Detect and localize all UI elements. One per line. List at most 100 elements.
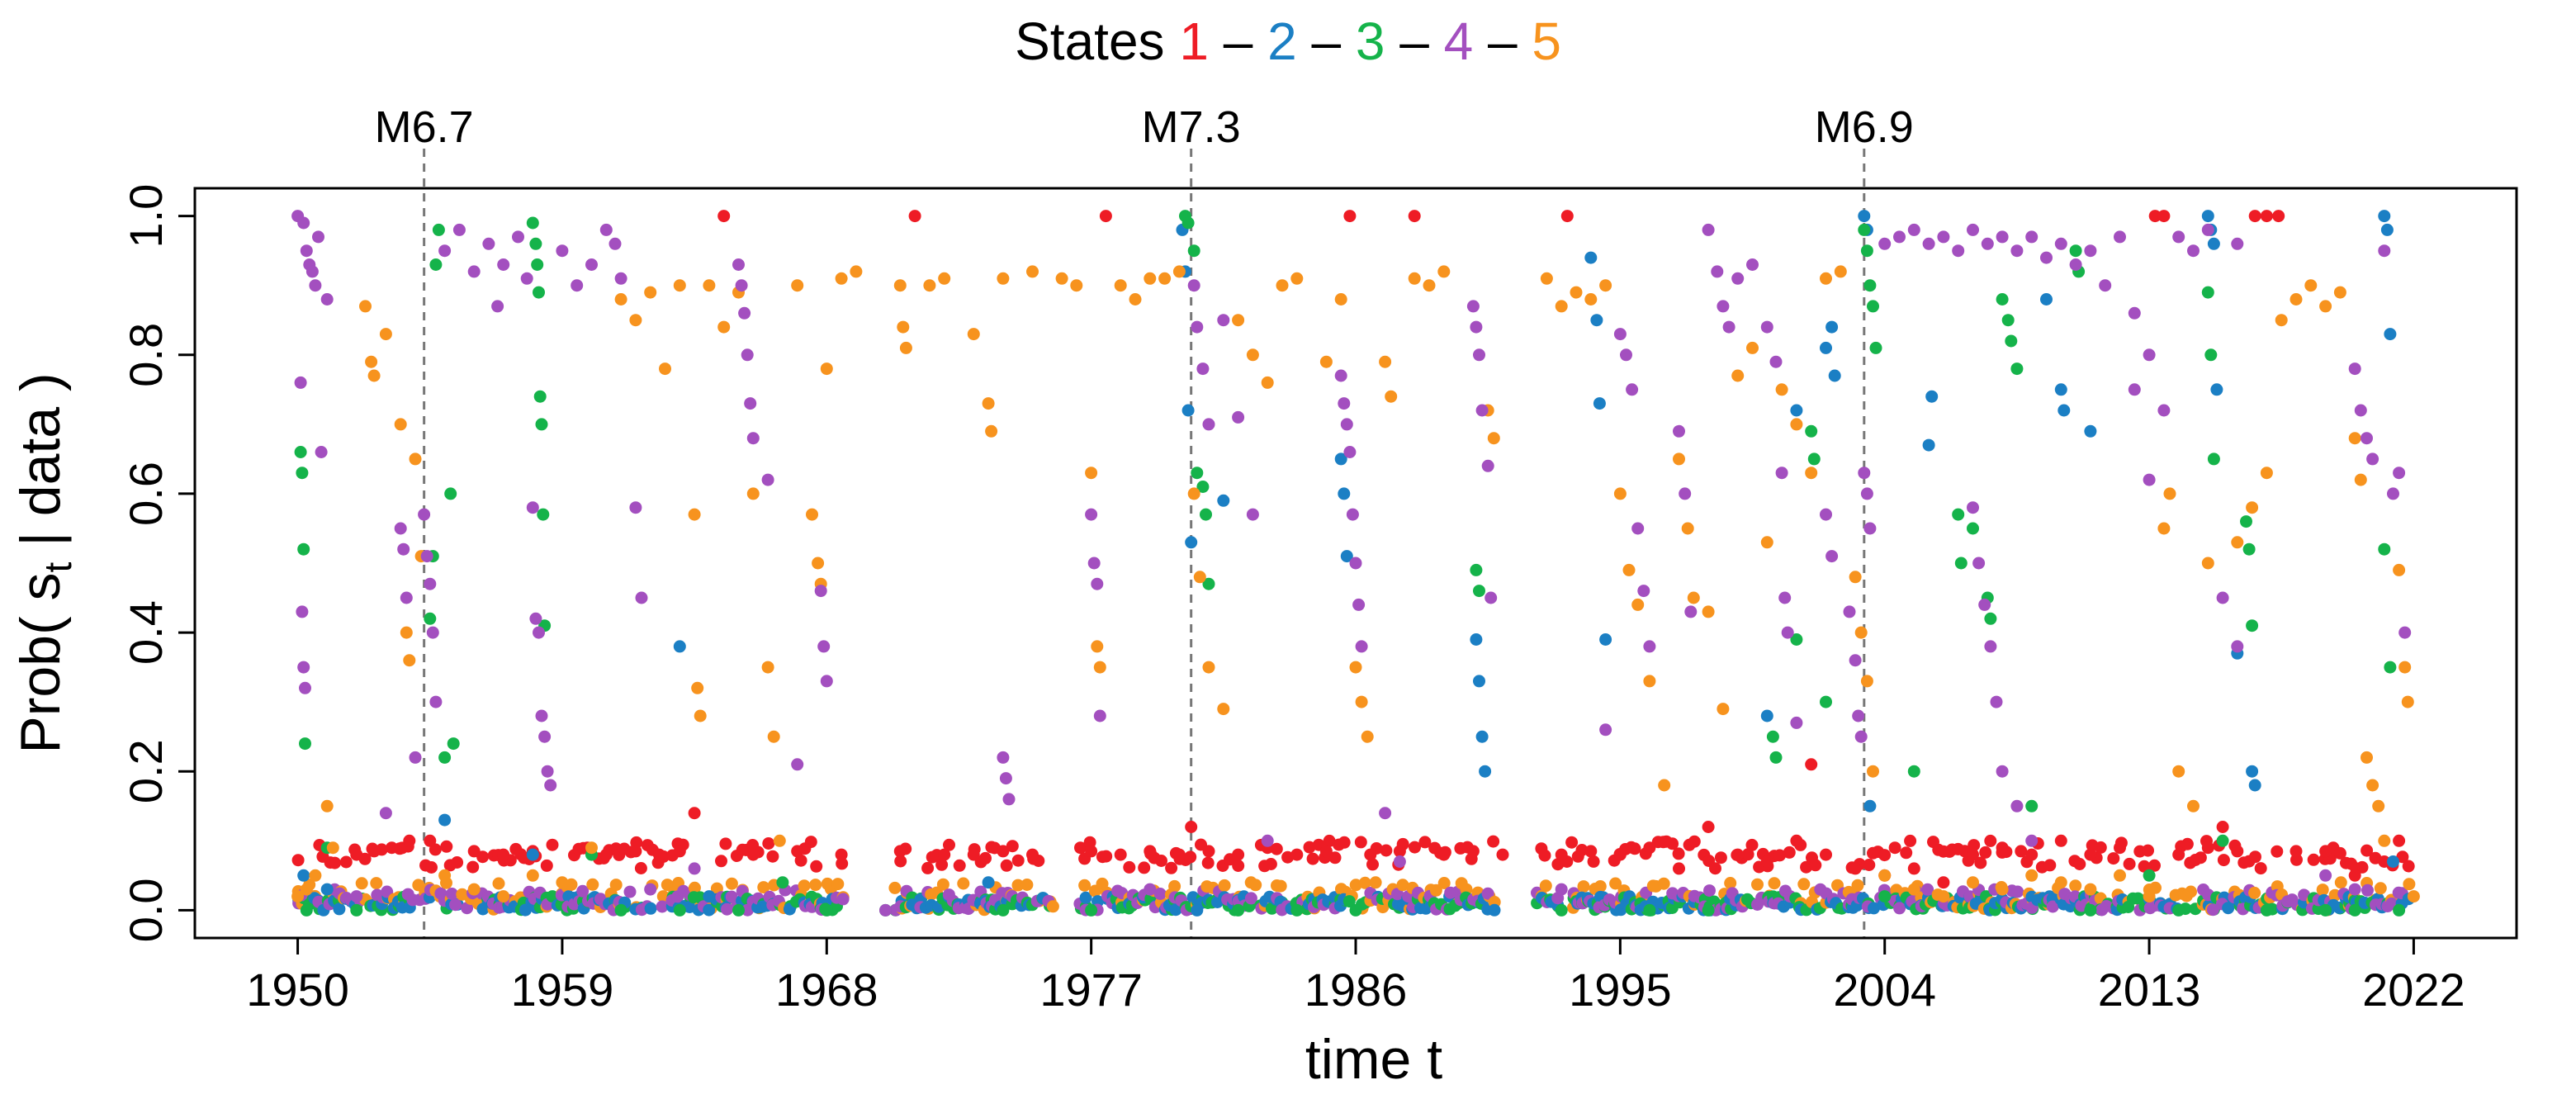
point-state-1 (2402, 860, 2415, 873)
point-state-5 (1907, 883, 1920, 896)
point-state-5 (1358, 876, 1371, 889)
point-state-4 (1093, 709, 1106, 722)
point-state-5 (2231, 536, 2244, 549)
point-state-2 (703, 903, 716, 917)
point-state-4 (1334, 369, 1347, 382)
y-tick-label: 0.2 (120, 739, 172, 803)
point-state-5 (957, 877, 970, 890)
point-state-1 (1074, 841, 1087, 855)
point-state-5 (1070, 279, 1083, 292)
point-state-5 (725, 877, 738, 890)
point-state-1 (943, 838, 955, 851)
point-state-4 (1091, 577, 1104, 590)
point-state-4 (1631, 522, 1645, 535)
point-state-4 (1470, 320, 1483, 334)
point-state-4 (585, 258, 598, 271)
point-state-1 (717, 210, 731, 223)
point-state-3 (1996, 293, 2009, 306)
point-state-5 (2372, 799, 2385, 812)
point-state-4 (535, 709, 548, 722)
point-state-4 (394, 522, 407, 535)
point-state-4 (2361, 883, 2374, 897)
title-state-1: 1 (1179, 12, 1209, 71)
point-state-1 (2333, 846, 2346, 860)
point-state-4 (1684, 605, 1698, 618)
point-state-4 (1599, 723, 1612, 737)
x-tick-label: 2022 (2362, 964, 2465, 1016)
point-state-1 (835, 848, 848, 861)
point-state-5 (1849, 571, 1862, 584)
point-state-3 (1766, 730, 1779, 743)
point-state-5 (1599, 279, 1612, 292)
point-state-1 (1338, 836, 1351, 849)
point-state-1 (1496, 848, 1509, 861)
point-state-4 (538, 730, 552, 743)
point-state-2 (333, 902, 346, 916)
point-state-5 (1423, 279, 1436, 292)
point-state-5 (1361, 730, 1374, 743)
point-state-1 (1702, 821, 1715, 833)
point-state-1 (1800, 860, 1813, 874)
point-state-1 (938, 848, 951, 861)
y-tick-label: 1.0 (120, 184, 172, 249)
point-state-5 (717, 320, 731, 334)
point-state-1 (2272, 210, 2285, 223)
point-state-4 (2319, 869, 2332, 882)
point-state-5 (644, 286, 657, 299)
y-axis-label-main: Prob( s (9, 572, 72, 753)
point-state-1 (2142, 844, 2154, 857)
point-state-1 (1555, 848, 1568, 861)
point-state-5 (1775, 383, 1788, 396)
x-axis-label: time t (1305, 1028, 1442, 1091)
point-state-4 (1702, 223, 1715, 236)
y-axis-label: Prob( st | data ) (9, 372, 79, 753)
point-state-4 (296, 605, 309, 618)
point-state-4 (1217, 314, 1230, 327)
point-state-2 (2040, 293, 2053, 306)
point-state-5 (497, 890, 510, 903)
point-state-5 (1631, 598, 1645, 611)
point-state-5 (1334, 293, 1347, 306)
point-state-1 (2148, 859, 2161, 872)
point-state-1 (2123, 857, 2136, 870)
point-state-4 (571, 279, 584, 292)
point-state-1 (1408, 210, 1421, 223)
y-tick-label: 0.8 (120, 323, 172, 387)
point-state-4 (1893, 902, 1906, 915)
point-state-1 (367, 845, 381, 858)
point-state-1 (1437, 848, 1451, 861)
point-state-4 (1703, 884, 1716, 898)
point-state-1 (466, 860, 480, 874)
point-state-1 (339, 855, 353, 869)
point-state-4 (424, 577, 437, 590)
point-state-2 (2057, 404, 2071, 417)
point-state-3 (1290, 903, 1304, 917)
point-state-5 (1797, 878, 1811, 891)
point-state-4 (732, 258, 745, 271)
point-state-4 (1717, 300, 1730, 313)
point-state-5 (1643, 675, 1656, 688)
event-label: M6.7 (375, 102, 474, 152)
point-state-1 (1380, 844, 1393, 857)
point-state-2 (2248, 779, 2261, 792)
point-state-2 (2207, 237, 2220, 250)
point-state-4 (312, 230, 324, 244)
point-state-5 (1724, 877, 1737, 889)
point-state-4 (1854, 730, 1868, 743)
point-state-3 (614, 903, 627, 917)
point-state-4 (1393, 855, 1406, 868)
point-state-1 (1760, 855, 1773, 868)
point-state-4 (635, 591, 648, 604)
point-state-3 (2204, 348, 2218, 362)
point-state-4 (744, 397, 757, 410)
point-state-4 (688, 862, 701, 875)
point-state-3 (432, 223, 445, 236)
point-state-5 (1349, 661, 1362, 674)
point-state-4 (2201, 223, 2214, 236)
point-state-5 (1577, 880, 1590, 893)
point-state-4 (452, 223, 466, 236)
point-state-4 (1978, 598, 1991, 611)
point-state-3 (997, 903, 1010, 917)
point-state-5 (586, 878, 599, 891)
point-state-5 (1187, 487, 1200, 500)
